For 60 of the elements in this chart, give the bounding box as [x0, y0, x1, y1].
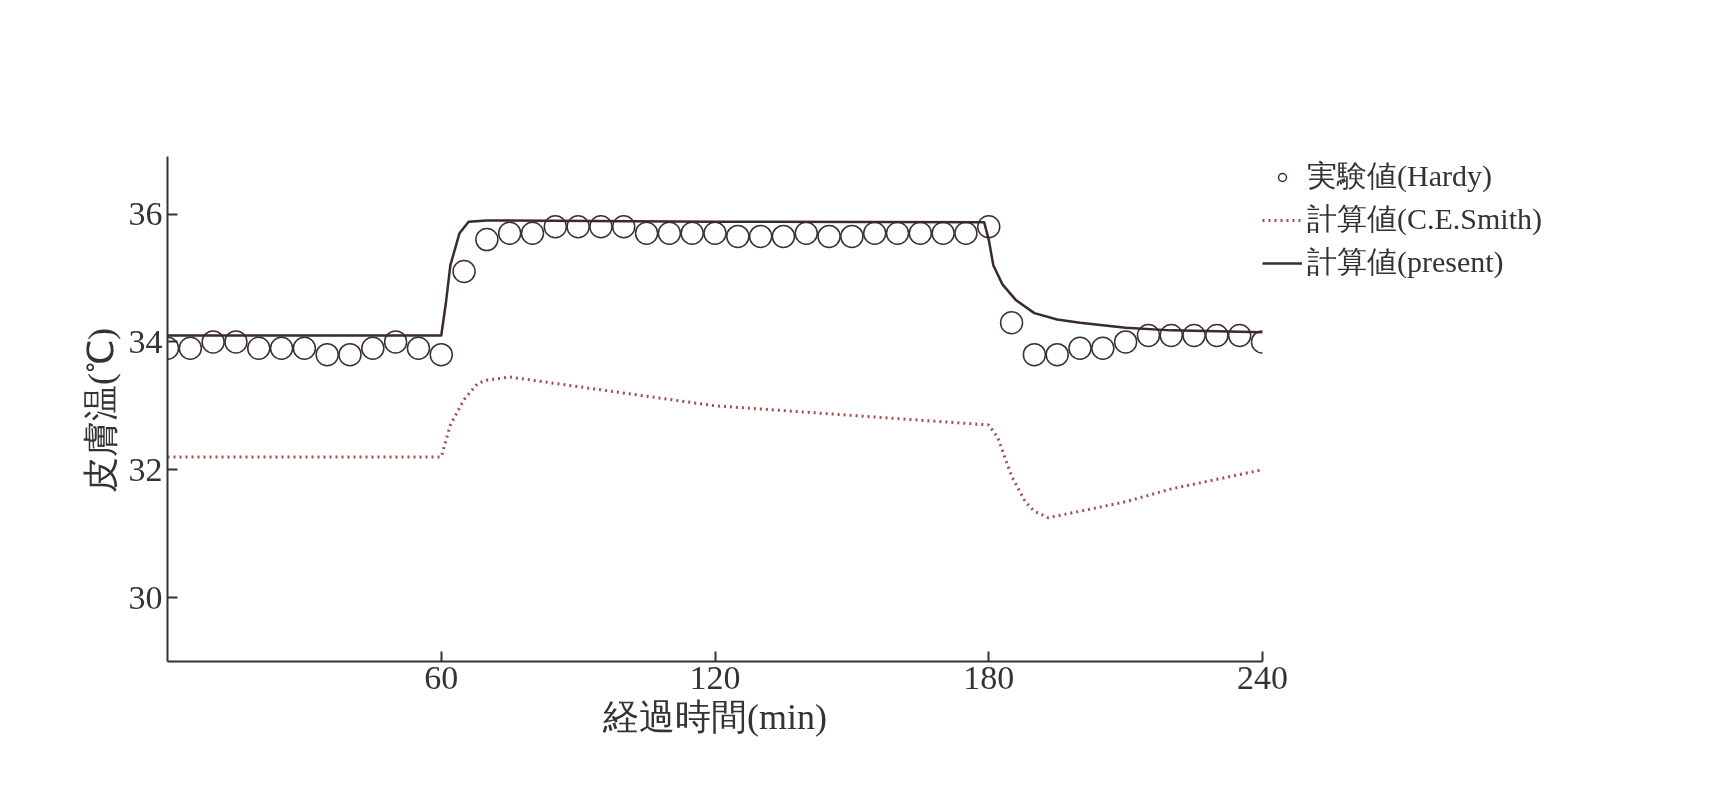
x-tick-label: 120 — [689, 658, 741, 696]
point — [771, 224, 796, 249]
point — [726, 224, 750, 249]
point — [999, 310, 1024, 335]
point — [543, 215, 568, 239]
point — [634, 221, 659, 245]
point — [1045, 342, 1069, 367]
point — [1205, 323, 1229, 348]
y-tick-label: 30 — [128, 578, 163, 616]
point — [680, 221, 704, 245]
point — [315, 342, 339, 367]
point — [1091, 336, 1115, 360]
point — [292, 336, 317, 360]
point — [520, 221, 545, 245]
point — [1022, 342, 1047, 367]
legend-label: 実験値(Hardy) — [1307, 158, 1492, 194]
point — [885, 221, 910, 245]
point — [817, 224, 841, 249]
legend-label: 計算値(C.E.Smith) — [1307, 201, 1543, 237]
point — [178, 336, 203, 360]
point — [224, 330, 248, 354]
x-tick-label: 60 — [424, 658, 459, 696]
x-tick-label: 240 — [1237, 658, 1288, 696]
y-tick-label: 36 — [128, 195, 163, 233]
point — [840, 224, 864, 249]
point — [862, 221, 887, 245]
point — [1182, 323, 1206, 348]
y-tick-label: 32 — [128, 450, 163, 488]
point — [406, 336, 431, 360]
point — [383, 330, 408, 354]
point — [201, 330, 225, 354]
point — [589, 215, 613, 239]
point — [429, 342, 453, 367]
point — [657, 221, 682, 245]
point — [1136, 323, 1161, 348]
line-series — [167, 375, 1263, 520]
point — [1113, 330, 1138, 354]
point — [794, 221, 818, 245]
point — [497, 221, 522, 245]
point — [703, 221, 727, 245]
point — [338, 342, 362, 367]
point — [748, 224, 773, 249]
point — [247, 336, 271, 360]
point — [566, 215, 590, 239]
point — [269, 336, 294, 360]
point — [475, 227, 499, 252]
y-axis-title: 皮膚温(℃) — [80, 328, 121, 493]
point — [1068, 336, 1092, 360]
x-axis-title: 経過時間(min) — [602, 696, 827, 737]
y-tick-label: 34 — [128, 322, 163, 360]
point — [908, 221, 933, 245]
point — [931, 221, 955, 245]
legend-label: 計算値(present) — [1307, 244, 1504, 280]
point — [1227, 323, 1252, 348]
point — [977, 215, 1001, 239]
point — [612, 215, 636, 239]
x-tick-label: 180 — [963, 658, 1015, 696]
point — [1159, 323, 1183, 348]
point — [361, 336, 385, 360]
point — [452, 259, 476, 284]
